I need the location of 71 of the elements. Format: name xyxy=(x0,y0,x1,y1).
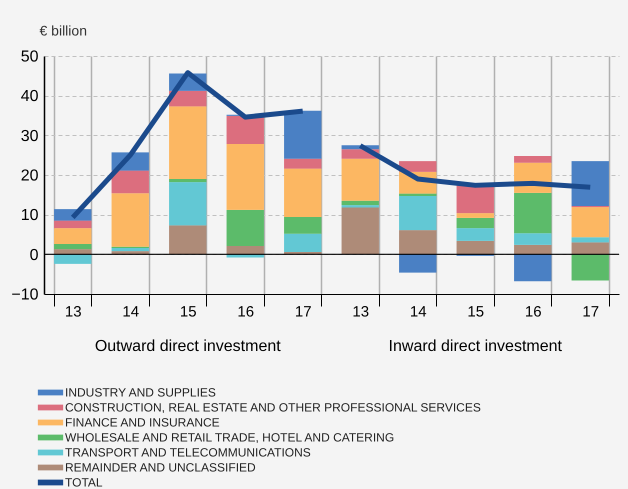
legend-label: WHOLESALE AND RETAIL TRADE, HOTEL AND CATERING xyxy=(65,430,394,444)
x-tick-label: 13 xyxy=(352,304,370,320)
x-tick-label: 14 xyxy=(122,304,140,320)
x-tick-label: 17 xyxy=(294,304,312,320)
bar xyxy=(112,193,149,247)
y-axis-title: € billion xyxy=(40,22,87,38)
y-tick-label: 0 xyxy=(30,246,39,264)
bar xyxy=(514,192,552,234)
bar xyxy=(112,248,149,252)
bar xyxy=(399,161,436,172)
bar xyxy=(284,168,322,218)
bar xyxy=(169,90,206,106)
bar xyxy=(169,225,206,254)
x-tick-label: 17 xyxy=(582,304,600,320)
bar xyxy=(284,110,322,159)
x-tick-label: 14 xyxy=(410,304,427,320)
bar xyxy=(342,158,379,201)
legend-label: CONSTRUCTION, REAL ESTATE AND OTHER PROFESSIONAL SERVICES xyxy=(65,400,481,414)
y-tick-label: 20 xyxy=(20,168,39,184)
bar xyxy=(456,218,494,228)
bar xyxy=(456,228,494,241)
bar xyxy=(54,244,92,250)
legend-label: FINANCE AND INSURANCE xyxy=(65,416,220,430)
bar xyxy=(399,254,436,273)
bar xyxy=(112,170,149,194)
bar xyxy=(456,184,494,214)
x-tick-label: 15 xyxy=(180,304,197,320)
bar xyxy=(514,254,552,282)
bar xyxy=(399,230,436,254)
legend-label: REMAINDER AND UNCLASSIFIED xyxy=(65,460,256,474)
bar xyxy=(399,194,436,196)
bar xyxy=(169,178,206,182)
bar xyxy=(399,196,436,230)
bar xyxy=(572,207,609,238)
bar xyxy=(54,220,92,228)
bar xyxy=(572,161,609,206)
text: Inward direct investment xyxy=(388,338,563,355)
text: Outward direct investment xyxy=(94,338,282,355)
bar xyxy=(226,116,264,144)
x-tick-label: 13 xyxy=(64,304,82,320)
bar xyxy=(54,228,92,244)
bar xyxy=(456,240,494,254)
bar xyxy=(572,254,609,281)
bar xyxy=(514,233,552,245)
y-tick-label: 40 xyxy=(20,88,39,106)
bar xyxy=(284,234,322,252)
x-tick-label: 15 xyxy=(467,304,484,320)
bar xyxy=(169,182,206,226)
y-tick-label: 50 xyxy=(20,48,39,66)
bar xyxy=(284,217,322,234)
bar xyxy=(342,205,379,208)
y-tick-label: 10 xyxy=(20,207,39,224)
y-tick-label: −10 xyxy=(11,286,39,304)
legend-label: INDUSTRY AND SUPPLIES xyxy=(65,386,216,400)
legend-label: TRANSPORT AND TELECOMMUNICATIONS xyxy=(65,446,311,460)
bar xyxy=(54,254,92,264)
bar xyxy=(456,213,494,218)
bar xyxy=(169,106,206,179)
bar xyxy=(226,144,264,210)
x-tick-label: 16 xyxy=(524,304,542,320)
legend-label: TOTAL xyxy=(65,476,103,489)
bar xyxy=(572,242,609,254)
y-tick-label: 30 xyxy=(20,128,39,145)
bar xyxy=(342,200,379,206)
bar xyxy=(514,244,552,254)
bar xyxy=(284,158,322,169)
bar xyxy=(572,237,609,242)
bar xyxy=(342,208,379,254)
bar xyxy=(514,156,552,163)
bar xyxy=(226,210,264,246)
x-tick-label: 16 xyxy=(237,304,254,320)
